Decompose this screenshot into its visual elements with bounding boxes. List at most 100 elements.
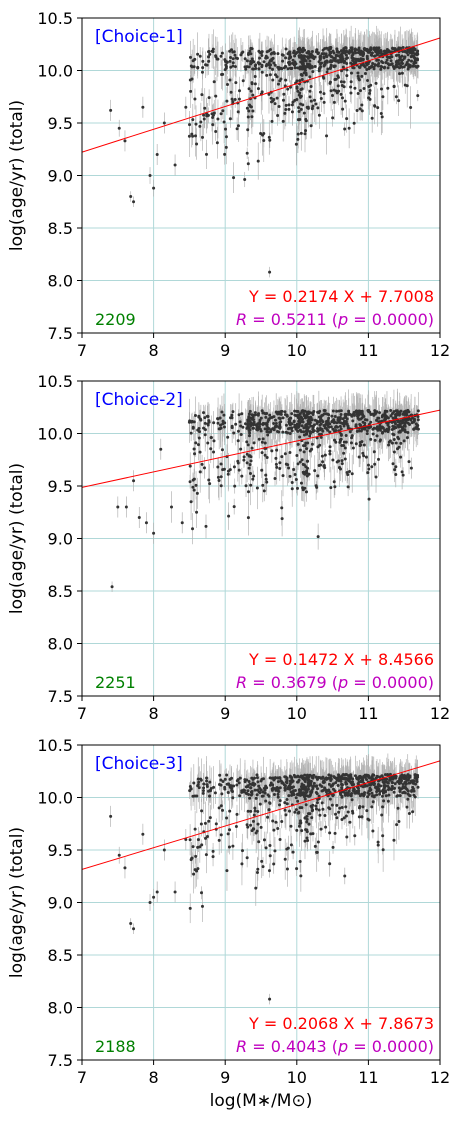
data-point — [248, 431, 252, 435]
data-points — [109, 45, 420, 274]
data-point — [253, 82, 257, 86]
data-point — [280, 517, 284, 521]
data-point — [212, 450, 216, 454]
data-point — [196, 65, 200, 69]
data-point — [367, 425, 371, 429]
data-point — [357, 78, 361, 82]
data-point — [361, 51, 365, 55]
data-point — [247, 466, 251, 470]
data-point — [323, 426, 327, 430]
data-point — [207, 55, 211, 59]
data-point — [286, 67, 290, 71]
correlation-text: R = 0.3679 (p = 0.0000) — [236, 673, 434, 692]
data-point — [296, 132, 300, 136]
data-point — [311, 413, 315, 417]
data-point — [320, 427, 324, 431]
data-point — [355, 108, 359, 112]
data-point — [322, 408, 326, 412]
data-point — [257, 437, 261, 441]
data-point — [378, 428, 382, 432]
data-point — [226, 472, 230, 476]
data-point — [290, 103, 294, 107]
data-point — [295, 867, 299, 871]
data-point — [388, 439, 392, 443]
data-point — [372, 413, 376, 417]
data-point — [340, 96, 344, 100]
data-point — [345, 74, 349, 78]
data-point — [264, 415, 268, 419]
data-point — [197, 436, 201, 440]
data-point — [159, 447, 163, 451]
data-point — [379, 87, 383, 91]
data-point — [298, 819, 302, 823]
data-point — [152, 186, 156, 190]
data-point — [272, 98, 276, 102]
data-point — [315, 801, 319, 805]
x-tick-label: 10 — [287, 341, 307, 360]
data-point — [401, 782, 405, 786]
data-point — [260, 65, 264, 69]
data-point — [261, 437, 265, 441]
data-point — [310, 65, 314, 69]
data-point — [393, 422, 397, 426]
data-point — [300, 87, 304, 91]
data-point — [375, 793, 379, 797]
data-point — [267, 430, 271, 434]
data-point — [289, 843, 293, 847]
data-point — [329, 89, 333, 93]
data-point — [389, 409, 393, 413]
data-point — [224, 63, 228, 67]
data-point — [391, 416, 395, 420]
data-point — [285, 414, 289, 418]
data-point — [314, 807, 318, 811]
data-point — [273, 102, 277, 106]
data-point — [412, 56, 416, 60]
data-point — [197, 427, 201, 431]
data-point — [337, 459, 341, 463]
data-point — [396, 794, 400, 798]
data-point — [188, 123, 192, 127]
data-point — [316, 52, 320, 56]
data-point — [305, 415, 309, 419]
data-point — [383, 411, 387, 415]
data-point — [253, 788, 257, 792]
data-point — [313, 65, 317, 69]
data-point — [324, 52, 328, 56]
data-point — [326, 420, 330, 424]
data-point — [284, 103, 288, 107]
data-point — [216, 465, 220, 469]
data-point — [309, 99, 313, 103]
data-point — [302, 111, 306, 115]
data-point — [344, 57, 348, 61]
data-point — [276, 82, 280, 86]
data-point — [243, 422, 247, 426]
data-point — [297, 109, 301, 113]
data-point — [242, 455, 246, 459]
data-point — [208, 482, 212, 486]
data-point — [401, 412, 405, 416]
data-point — [328, 449, 332, 453]
data-point — [276, 52, 280, 56]
data-point — [319, 417, 323, 421]
data-point — [237, 97, 241, 101]
data-point — [245, 59, 249, 63]
data-point — [351, 419, 355, 423]
data-point — [248, 409, 252, 413]
data-point — [367, 408, 371, 412]
data-point — [383, 49, 387, 53]
data-point — [297, 106, 301, 110]
x-tick-label: 10 — [287, 704, 307, 723]
data-point — [198, 450, 202, 454]
data-point — [189, 89, 193, 93]
data-point — [391, 64, 395, 68]
data-point — [338, 806, 342, 810]
data-point — [409, 105, 413, 109]
data-point — [325, 55, 329, 59]
data-point — [328, 445, 332, 449]
data-point — [346, 426, 350, 430]
data-point — [230, 413, 234, 417]
data-point — [368, 91, 372, 95]
data-point — [319, 62, 323, 66]
data-point — [211, 123, 215, 127]
data-point — [204, 853, 208, 857]
